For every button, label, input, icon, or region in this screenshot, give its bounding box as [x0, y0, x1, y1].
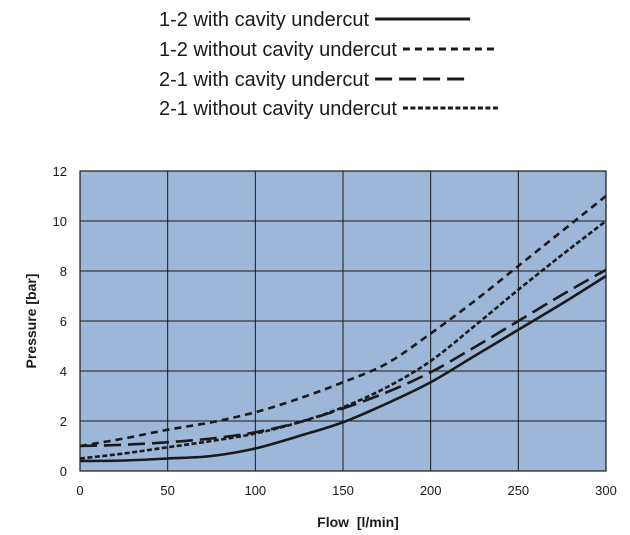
series-line-3	[79, 268, 607, 448]
y-axis-label: Pressure [bar]	[23, 274, 39, 369]
y-axis-ticks: 0 2 4 6 8 10 12	[53, 164, 67, 479]
x-tick-label: 0	[76, 483, 83, 498]
y-tick-label: 12	[53, 164, 67, 179]
x-tick-label: 300	[595, 483, 617, 498]
y-tick-label: 10	[53, 214, 67, 229]
series-line-1	[79, 274, 607, 463]
x-tick-label: 100	[244, 483, 266, 498]
x-tick-label: 150	[332, 483, 354, 498]
legend-label-1: 1-2 with cavity undercut	[159, 9, 370, 31]
y-tick-label: 2	[60, 414, 67, 429]
plot-border	[79, 170, 607, 472]
legend-label-2: 1-2 without cavity undercut	[159, 39, 397, 61]
x-tick-label: 50	[160, 483, 174, 498]
x-axis-label: Flow [l/min]	[317, 514, 399, 530]
legend-label-4: 2-1 without cavity undercut	[159, 98, 397, 120]
y-tick-label: 8	[60, 264, 67, 279]
y-tick-label: 4	[60, 364, 67, 379]
legend: 1-2 with cavity undercut 1-2 without cavi…	[159, 9, 498, 120]
x-tick-label: 200	[420, 483, 442, 498]
y-tick-label: 0	[60, 464, 67, 479]
x-axis-ticks: 0 50 100 150 200 250 300	[76, 483, 616, 498]
y-tick-label: 6	[60, 314, 67, 329]
series-line-2	[79, 194, 607, 448]
x-tick-label: 250	[507, 483, 529, 498]
series-layer	[79, 194, 607, 463]
series-line-4	[79, 219, 607, 460]
legend-label-3: 2-1 with cavity undercut	[159, 69, 370, 91]
